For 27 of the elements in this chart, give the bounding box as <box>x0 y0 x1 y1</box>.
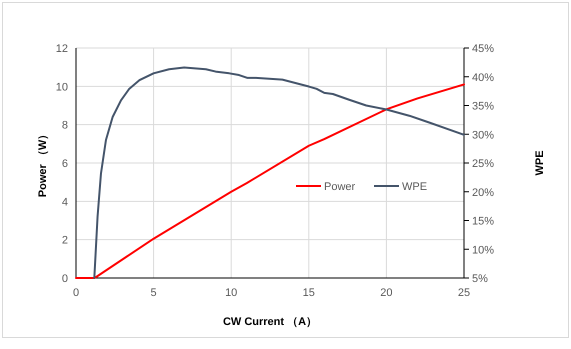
legend-label: Power <box>324 181 356 193</box>
x-tick-label: 0 <box>72 287 80 299</box>
x-tick-label: 20 <box>380 287 393 299</box>
x-tick-label: 15 <box>302 287 315 299</box>
y2-axis-title: WPE <box>534 150 546 176</box>
x-tick-label: 5 <box>150 287 157 299</box>
y2-tick-label: 45% <box>472 43 494 55</box>
y2-tick-label: 5% <box>472 273 488 285</box>
y-tick-label: 4 <box>62 196 68 208</box>
x-tick-label: 10 <box>225 287 238 299</box>
y-tick-label: 0 <box>62 273 68 285</box>
y2-tick-label: 25% <box>472 158 494 170</box>
y-tick-label: 8 <box>62 120 68 132</box>
x-axis-title: CW Current （A） <box>222 316 318 328</box>
y-tick-label: 10 <box>56 81 68 94</box>
y2-tick-label: 35% <box>472 100 494 112</box>
x-tick-label: 25 <box>458 287 470 299</box>
legend-label: WPE <box>402 181 428 193</box>
y-tick-label: 6 <box>62 158 68 170</box>
y-tick-label: 12 <box>56 43 68 55</box>
y-axis-title: Power （W） <box>37 128 49 198</box>
y2-tick-label: 20% <box>472 186 494 199</box>
y2-tick-label: 40% <box>472 72 494 84</box>
y2-tick-label: 10% <box>472 244 494 256</box>
y2-tick-label: 30% <box>472 129 494 142</box>
y-tick-label: 2 <box>62 234 68 247</box>
y2-tick-label: 15% <box>472 216 494 228</box>
